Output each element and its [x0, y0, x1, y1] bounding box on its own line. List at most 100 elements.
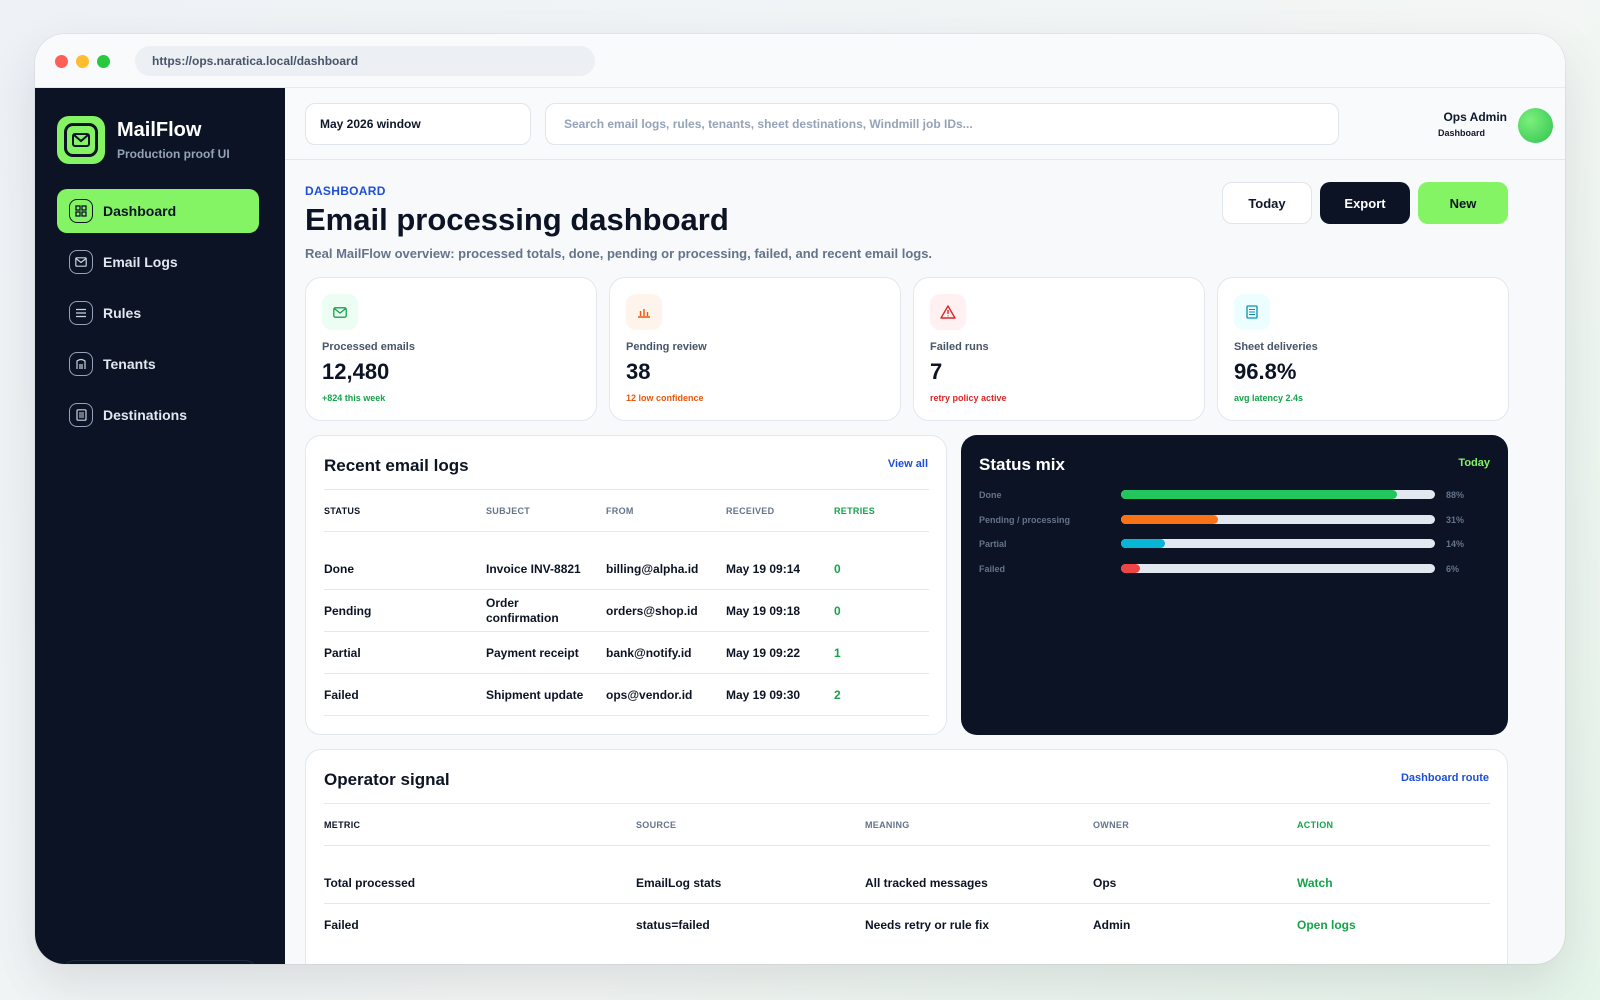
- table-cell-subject: Invoice INV-8821: [486, 562, 581, 576]
- operator-signal-card: Operator signal Dashboard route METRIC S…: [305, 749, 1508, 964]
- mail-icon: [322, 294, 358, 330]
- sidebar: MailFlow Production proof UI Dashboard E…: [35, 88, 285, 964]
- address-bar[interactable]: https://ops.naratica.local/dashboard: [135, 46, 595, 76]
- main-content: May 2026 window Search email logs, rules…: [285, 88, 1565, 964]
- mix-bar-partial: [1121, 539, 1165, 548]
- stat-value: 12,480: [322, 359, 390, 384]
- sidebar-item-tenants[interactable]: Tenants: [57, 342, 259, 386]
- mix-bar-track: [1121, 515, 1435, 524]
- status-mix-title: Status mix: [979, 455, 1065, 474]
- table-cell-from: ops@vendor.id: [606, 688, 693, 702]
- stat-value: 96.8%: [1234, 359, 1297, 384]
- brand-name: MailFlow: [117, 119, 202, 141]
- sidebar-item-label: Destinations: [103, 407, 188, 423]
- column-header: RECEIVED: [726, 506, 775, 516]
- row-divider: [324, 673, 929, 674]
- divider: [324, 531, 929, 532]
- table-cell-owner: Admin: [1093, 918, 1131, 932]
- table-cell-retries: 1: [834, 646, 841, 660]
- stat-note: +824 this week: [322, 393, 386, 403]
- sidebar-item-dashboard[interactable]: Dashboard: [57, 189, 259, 233]
- close-window-button[interactable]: [55, 55, 68, 68]
- table-cell-source: status=failed: [636, 918, 710, 932]
- table-cell-retries: 2: [834, 688, 841, 702]
- user-name: Ops Admin: [1443, 110, 1507, 124]
- action-link[interactable]: Watch: [1297, 876, 1333, 890]
- mix-label: Pending / processing: [979, 515, 1071, 525]
- column-header: SUBJECT: [486, 506, 531, 516]
- operator-signal-title: Operator signal: [324, 770, 450, 789]
- sidebar-item-email-logs[interactable]: Email Logs: [57, 240, 259, 284]
- sidebar-item-destinations[interactable]: Destinations: [57, 393, 259, 437]
- period-selector[interactable]: May 2026 window: [305, 103, 531, 145]
- table-cell-subject: Shipment update: [486, 688, 584, 702]
- column-header: STATUS: [324, 506, 361, 516]
- sheet-icon: [69, 403, 93, 427]
- row-divider: [324, 715, 929, 716]
- bar-chart-icon: [626, 294, 662, 330]
- new-button[interactable]: New: [1418, 182, 1508, 224]
- browser-titlebar: https://ops.naratica.local/dashboard: [35, 34, 1565, 88]
- sidebar-item-label: Rules: [103, 305, 142, 321]
- action-link[interactable]: Open logs: [1297, 918, 1356, 932]
- stat-card-sheet-deliveries: Sheet deliveries 96.8% avg latency 2.4s: [1217, 277, 1509, 421]
- sidebar-item-label: Tenants: [103, 356, 156, 372]
- divider: [324, 489, 929, 490]
- page-eyebrow: DASHBOARD: [305, 184, 386, 198]
- mix-bar-pending: [1121, 515, 1219, 524]
- view-all-link[interactable]: View all: [887, 458, 928, 470]
- stat-card-failed: Failed runs 7 retry policy active: [913, 277, 1205, 421]
- column-header: FROM: [606, 506, 634, 516]
- table-cell-received: May 19 09:14: [726, 562, 801, 576]
- row-divider: [324, 631, 929, 632]
- stat-card-processed: Processed emails 12,480 +824 this week: [305, 277, 597, 421]
- user-role: Dashboard: [1437, 128, 1485, 138]
- stat-label: Processed emails: [322, 341, 415, 353]
- table-cell-meaning: All tracked messages: [865, 876, 988, 890]
- brand-logo: [57, 116, 105, 164]
- mix-percent: 6%: [1446, 564, 1460, 574]
- mail-icon: [72, 133, 90, 147]
- minimize-window-button[interactable]: [76, 55, 89, 68]
- building-icon: [69, 352, 93, 376]
- table-cell-received: May 19 09:22: [726, 646, 801, 660]
- warning-icon: [930, 294, 966, 330]
- table-cell-subject: Payment receipt: [486, 646, 579, 660]
- dashboard-icon: [69, 199, 93, 223]
- mix-label: Failed: [979, 564, 1006, 574]
- table-cell-retries: 0: [834, 562, 841, 576]
- brand-subtitle: Production proof UI: [117, 147, 230, 161]
- search-input[interactable]: Search email logs, rules, tenants, sheet…: [545, 103, 1339, 145]
- sidebar-item-rules[interactable]: Rules: [57, 291, 259, 335]
- table-cell-subject: Order confirmation: [486, 596, 559, 625]
- mix-bar-track: [1121, 539, 1435, 548]
- mix-label: Partial: [979, 539, 1007, 549]
- table-cell-from: billing@alpha.id: [606, 562, 699, 576]
- stat-label: Sheet deliveries: [1234, 341, 1318, 353]
- maximize-window-button[interactable]: [97, 55, 110, 68]
- table-cell-retries: 0: [834, 604, 841, 618]
- dashboard-route-link[interactable]: Dashboard route: [1400, 772, 1489, 784]
- today-button[interactable]: Today: [1222, 182, 1312, 224]
- sidebar-item-label: Email Logs: [103, 254, 178, 270]
- avatar[interactable]: [1518, 108, 1553, 143]
- stat-card-pending: Pending review 38 12 low confidence: [609, 277, 901, 421]
- mix-label: Done: [979, 490, 1002, 500]
- row-divider: [324, 903, 1490, 904]
- column-header: ACTION: [1297, 820, 1334, 830]
- divider: [324, 803, 1490, 804]
- mix-bar-track: [1121, 564, 1435, 573]
- table-cell-owner: Ops: [1093, 876, 1117, 890]
- page-title: Email processing dashboard: [305, 202, 729, 237]
- stat-note: 12 low confidence: [626, 393, 704, 403]
- table-cell-from: orders@shop.id: [606, 604, 698, 618]
- table-cell-metric: Total processed: [324, 876, 416, 890]
- stat-label: Pending review: [626, 341, 707, 353]
- document-icon: [1234, 294, 1270, 330]
- stat-note: retry policy active: [930, 393, 1007, 403]
- table-cell-status: Pending: [324, 604, 372, 618]
- table-cell-status: Failed: [324, 688, 359, 702]
- table-cell-from: bank@notify.id: [606, 646, 692, 660]
- export-button[interactable]: Export: [1320, 182, 1410, 224]
- mix-bar-track: [1121, 490, 1435, 499]
